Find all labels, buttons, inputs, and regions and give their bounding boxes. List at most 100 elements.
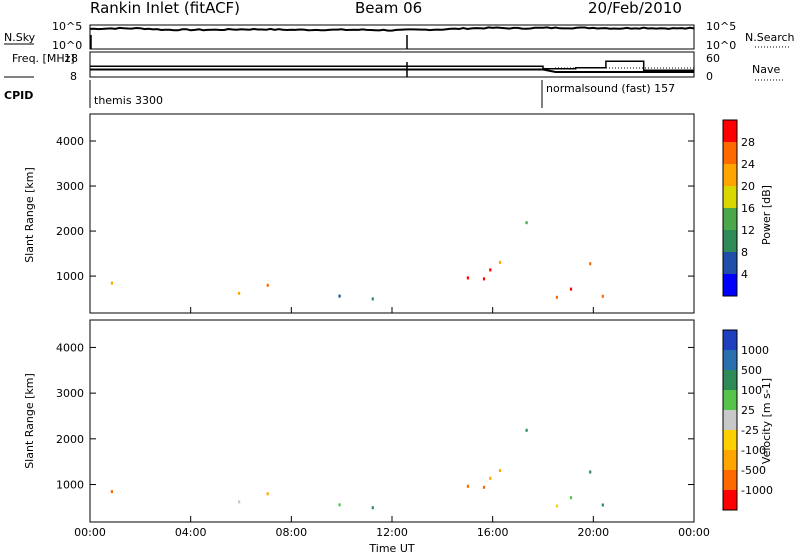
power-cell <box>525 221 528 225</box>
station-title: Rankin Inlet (fitACF) <box>90 0 240 17</box>
velocity-cell <box>525 428 528 432</box>
freq-label: Freq. [MHz] <box>12 52 75 65</box>
colorbar-swatch <box>723 330 737 351</box>
power-colorbar: 28 24 20 16 12 8 4 <box>722 119 755 297</box>
power-cell <box>601 294 604 298</box>
colorbar-swatch <box>723 142 737 165</box>
colorbar-swatch <box>723 470 737 491</box>
colorbar-tick-label: -1000 <box>741 484 773 497</box>
velocity-cell <box>589 470 592 474</box>
colorbar-swatch <box>723 274 737 297</box>
colorbar-tick-label: 28 <box>741 136 755 149</box>
freq-series-line <box>90 68 694 73</box>
velocity-cell <box>482 485 486 489</box>
colorbar-tick-label: 500 <box>741 364 762 377</box>
colorbar-swatch <box>723 410 737 431</box>
time-tick-label: 12:00 <box>376 526 408 539</box>
colorbar-swatch <box>723 370 737 391</box>
nsearch-tick-top: 10^5 <box>706 20 736 33</box>
range-tick-label: 3000 <box>56 180 84 193</box>
power-cell <box>482 277 486 281</box>
range-tick-label: 2000 <box>56 225 84 238</box>
time-tick-label: 04:00 <box>175 526 207 539</box>
colorbar-swatch <box>723 390 737 411</box>
velocity-colorbar-label: Velocity [m s-1] <box>760 378 773 464</box>
time-tick-label: 08:00 <box>275 526 307 539</box>
power-cell <box>110 281 113 285</box>
power-cell <box>489 268 492 272</box>
power-ylabel: Slant Range [km] <box>23 167 36 263</box>
colorbar-tick-label: -25 <box>741 424 759 437</box>
colorbar-swatch <box>723 350 737 371</box>
power-cell <box>555 295 558 299</box>
freq-tick-bottom: 8 <box>70 70 77 83</box>
beam-title: Beam 06 <box>355 0 422 17</box>
power-panel: 1000 2000 3000 4000 Slant Range [km] 28 24 20… <box>23 113 773 314</box>
time-axis-label: Time UT <box>368 542 414 554</box>
range-tick-label: 4000 <box>56 341 84 354</box>
nsearch-tick-bottom: 10^0 <box>706 39 736 52</box>
nsky-frame <box>89 24 695 50</box>
colorbar-swatch <box>723 230 737 253</box>
cpid-entry-2: normalsound (fast) 157 <box>546 82 675 95</box>
velocity-colorbar: 1000 500 100 25 -25 -100 -500 -1000 <box>722 329 773 511</box>
colorbar-tick-label: 12 <box>741 224 755 237</box>
date-title: 20/Feb/2010 <box>588 0 682 17</box>
freq-tick-top: 18 <box>64 52 78 65</box>
velocity-cell <box>569 496 573 500</box>
nsky-series-line <box>89 26 695 32</box>
colorbar-tick-label: 100 <box>741 384 762 397</box>
nave-label: Nave <box>752 63 780 76</box>
nsky-label: N.Sky <box>4 31 36 44</box>
velocity-cell <box>498 469 502 473</box>
colorbar-swatch <box>723 120 737 143</box>
velocity-cell <box>466 484 469 488</box>
nsky-panel: N.Sky 10^5 10^0 10^5 10^0 N.Search <box>4 20 795 52</box>
velocity-cell <box>371 506 374 510</box>
colorbar-tick-label: 4 <box>741 268 748 281</box>
power-cell <box>466 276 469 280</box>
time-tick-label: 00:00 <box>678 526 710 539</box>
velocity-yaxis: 1000 2000 3000 4000 <box>56 341 694 492</box>
colorbar-swatch <box>723 252 737 275</box>
colorbar-swatch <box>723 164 737 187</box>
colorbar-swatch <box>723 430 737 451</box>
colorbar-frame <box>722 329 738 511</box>
velocity-cell <box>338 503 341 507</box>
nsearch-label: N.Search <box>745 31 795 44</box>
velocity-heatmap-cells <box>110 428 604 510</box>
colorbar-tick-label: -100 <box>741 444 766 457</box>
colorbar-tick-label: 8 <box>741 246 748 259</box>
freq-frame <box>89 51 695 78</box>
power-colorbar-label: Power [dB] <box>760 185 773 245</box>
power-cell <box>498 260 502 264</box>
nsky-tick-top: 10^5 <box>52 20 82 33</box>
colorbar-tick-label: -500 <box>741 464 766 477</box>
power-cell <box>338 294 341 298</box>
power-heatmap-cells <box>110 221 604 301</box>
colorbar-frame <box>722 119 738 297</box>
time-tick-label: 16:00 <box>477 526 509 539</box>
range-tick-label: 1000 <box>56 479 84 492</box>
velocity-cell <box>238 500 241 504</box>
velocity-cell <box>266 492 269 496</box>
range-tick-label: 3000 <box>56 387 84 400</box>
velocity-cell <box>555 504 558 508</box>
nave-tick-bottom: 0 <box>706 70 713 83</box>
power-cell <box>589 262 592 266</box>
nsky-tick-bottom: 10^0 <box>52 39 82 52</box>
power-yaxis: 1000 2000 3000 4000 <box>56 135 694 283</box>
nave-series-line <box>90 60 694 72</box>
cpid-entry-1: themis 3300 <box>94 94 163 107</box>
freq-panel: Freq. [MHz] 18 8 60 0 Nave <box>4 51 785 83</box>
colorbar-swatch <box>723 450 737 471</box>
colorbar-tick-label: 16 <box>741 202 755 215</box>
power-cell <box>238 291 241 295</box>
colorbar-tick-label: 25 <box>741 404 755 417</box>
time-tick-label: 00:00 <box>74 526 106 539</box>
velocity-cell <box>110 490 113 494</box>
velocity-panel: 1000 2000 3000 4000 Slant Range [km] 1000 50… <box>23 307 773 554</box>
power-cell <box>371 297 374 301</box>
velocity-ylabel: Slant Range [km] <box>23 373 36 469</box>
velocity-cell <box>489 476 492 480</box>
